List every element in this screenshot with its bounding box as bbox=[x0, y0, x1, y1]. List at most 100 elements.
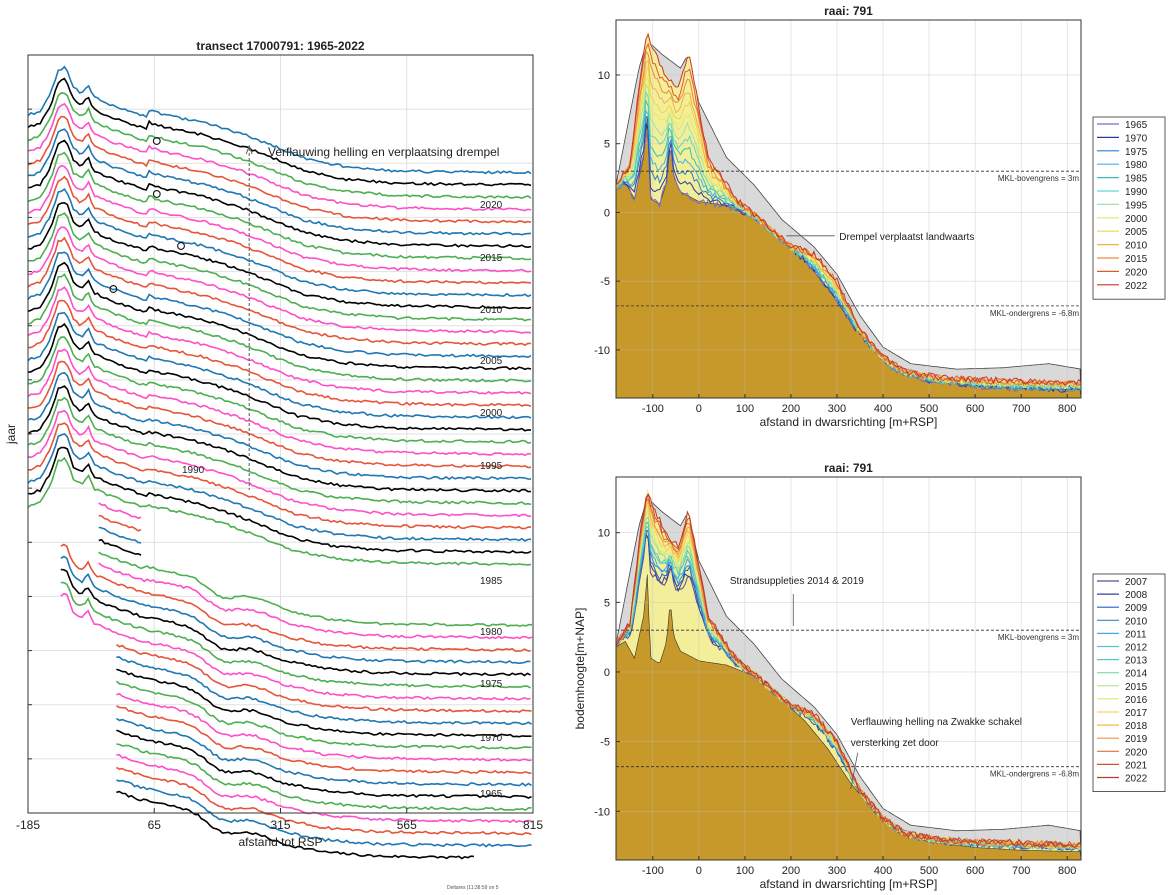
legend-label-2018: 2018 bbox=[1125, 721, 1148, 732]
transect-line-1970 bbox=[116, 729, 532, 799]
year-label-2020: 2020 bbox=[480, 200, 503, 211]
transect-line-1981 bbox=[60, 555, 531, 665]
verflauwing-arrow bbox=[850, 752, 859, 790]
y-tick-label: 10 bbox=[598, 528, 610, 540]
transect-line-1971 bbox=[115, 717, 532, 787]
transect-line-1977 bbox=[115, 643, 532, 713]
legend-label-1970: 1970 bbox=[1125, 133, 1148, 144]
transect-line-2010 bbox=[27, 212, 532, 322]
legend-label-2014: 2014 bbox=[1125, 669, 1148, 680]
x-tick-label: 0 bbox=[696, 865, 702, 877]
legend-label-2020: 2020 bbox=[1125, 267, 1148, 278]
transect-line-1991 bbox=[27, 446, 532, 554]
legend-label-2005: 2005 bbox=[1125, 227, 1148, 238]
legend-label-2022: 2022 bbox=[1125, 774, 1148, 785]
transect-line-1965 bbox=[116, 790, 474, 860]
transect-line-1979 bbox=[60, 581, 531, 689]
raai-top-chart: MKL-bovengrens = 3m MKL-ondergrens = -6.8… bbox=[594, 4, 1166, 429]
suppleties-annotation: Strandsuppleties 2014 & 2019 bbox=[730, 576, 864, 587]
legend-box bbox=[1092, 573, 1166, 793]
year-label-1985: 1985 bbox=[480, 576, 503, 587]
transect-line-1969 bbox=[116, 743, 532, 812]
legend-label-2008: 2008 bbox=[1125, 590, 1148, 601]
raai-bottom-xlabel: afstand in dwarsrichting [m+RSP] bbox=[760, 877, 938, 891]
mkl-label-0: MKL-bovengrens = 3m bbox=[998, 633, 1079, 642]
series-line-2005 bbox=[616, 65, 1081, 390]
raai-top-legend: 1965 1970 1975 1980 1985 1990 1995 2000 2005 2010… bbox=[1092, 116, 1166, 300]
x-tick-label: 800 bbox=[1058, 403, 1076, 415]
y-tick-label: -10 bbox=[594, 806, 610, 818]
legend-label-2021: 2021 bbox=[1125, 760, 1148, 771]
transect-ylabel: jaar bbox=[4, 424, 18, 445]
x-tick-label: 500 bbox=[920, 403, 938, 415]
x-tick-label: 700 bbox=[1012, 403, 1030, 415]
year-label-1975: 1975 bbox=[480, 679, 503, 690]
legend-label-1965: 1965 bbox=[1125, 120, 1148, 131]
y-tick-label: 5 bbox=[604, 139, 610, 151]
transect-line-2007 bbox=[27, 251, 532, 359]
x-tick-label: 400 bbox=[874, 403, 892, 415]
verflauwing-annotation-2: versterking zet door bbox=[851, 738, 939, 749]
transect-line-1998 bbox=[27, 360, 532, 469]
series-line-2020 bbox=[616, 42, 1081, 386]
year-label-1995: 1995 bbox=[480, 461, 503, 472]
transect-line-1994 bbox=[27, 409, 532, 518]
transect-line-2011 bbox=[27, 201, 532, 310]
x-tick-label: 600 bbox=[966, 865, 984, 877]
x-tick-label: 200 bbox=[782, 865, 800, 877]
transect-line-1968 bbox=[116, 753, 532, 824]
x-tick-label: -100 bbox=[642, 403, 664, 415]
transect-line-2021 bbox=[27, 77, 532, 187]
transect-year-labels: 2020 2015 2010 2005 2000 1995 1990 1985 1980 1975… bbox=[182, 200, 503, 800]
y-tick-label: 10 bbox=[598, 70, 610, 82]
x-tick-label: 600 bbox=[966, 403, 984, 415]
series-line-2022 bbox=[616, 493, 1081, 848]
transect-line-1985 bbox=[98, 551, 533, 628]
y-tick-label: -5 bbox=[600, 737, 610, 749]
transect-line-2022 bbox=[27, 65, 532, 175]
legend-label-2015: 2015 bbox=[1125, 254, 1148, 265]
legend-label-1975: 1975 bbox=[1125, 147, 1148, 158]
x-tick-label: 500 bbox=[920, 865, 938, 877]
raai-bottom-chart: MKL-bovengrens = 3m MKL-ondergrens = -6.8… bbox=[573, 461, 1166, 891]
legend-label-1985: 1985 bbox=[1125, 174, 1148, 185]
legend-label-2000: 2000 bbox=[1125, 214, 1148, 225]
transect-line-2008 bbox=[27, 236, 532, 347]
transect-line-1974 bbox=[115, 680, 532, 750]
legend-label-2012: 2012 bbox=[1125, 643, 1148, 654]
raai-top-title: raai: 791 bbox=[824, 4, 873, 18]
legend-label-1980: 1980 bbox=[1125, 160, 1148, 171]
transect-line-1976 bbox=[116, 656, 532, 726]
series-line-1975 bbox=[616, 115, 1081, 392]
x-tick-label: -185 bbox=[16, 818, 40, 832]
transect-chart: Verflauwing helling en verplaatsing drem… bbox=[4, 39, 543, 860]
x-tick-label: 800 bbox=[1058, 865, 1076, 877]
raai-top-xlabel: afstand in dwarsrichting [m+RSP] bbox=[760, 415, 938, 429]
legend-label-1995: 1995 bbox=[1125, 200, 1148, 211]
transect-line-1990 bbox=[27, 456, 532, 566]
series-line-1985 bbox=[616, 100, 1081, 392]
y-tick-label: 0 bbox=[604, 667, 610, 679]
x-tick-label: 200 bbox=[782, 403, 800, 415]
legend-label-2015: 2015 bbox=[1125, 682, 1148, 693]
series-line-2019 bbox=[616, 498, 1081, 850]
x-tick-label: 100 bbox=[736, 403, 754, 415]
legend-label-2010: 2010 bbox=[1125, 241, 1148, 252]
x-tick-label: 300 bbox=[828, 865, 846, 877]
transect-line-1987 bbox=[98, 526, 142, 544]
x-tick-label: 315 bbox=[270, 818, 290, 832]
footer-text: Deltares |11:38:59 on 5 bbox=[447, 885, 499, 891]
transect-line-1973 bbox=[116, 692, 532, 762]
transect-line-1996 bbox=[27, 385, 532, 493]
x-tick-label: 700 bbox=[1012, 865, 1030, 877]
x-tick-label: 100 bbox=[736, 865, 754, 877]
transect-line-2018 bbox=[27, 115, 532, 224]
y-tick-label: -10 bbox=[594, 345, 610, 357]
year-label-1990: 1990 bbox=[182, 465, 205, 476]
y-tick-label: -5 bbox=[600, 276, 610, 288]
envelope-min bbox=[616, 574, 1081, 860]
transect-line-2016 bbox=[27, 139, 532, 249]
year-label-2015: 2015 bbox=[480, 253, 503, 264]
legend-label-2017: 2017 bbox=[1125, 708, 1148, 719]
